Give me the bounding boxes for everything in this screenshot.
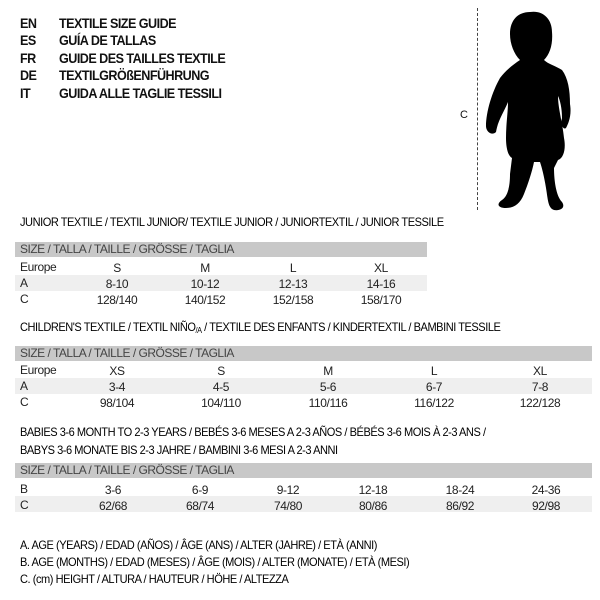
table-cell: 3-4: [108, 380, 126, 394]
row-band: [15, 378, 592, 394]
table-cell: 5-6: [319, 380, 337, 394]
table-cell: M: [323, 364, 333, 378]
table-cell: XL: [533, 364, 547, 378]
table-cell: 128/140: [96, 293, 138, 307]
table-cell: S: [113, 261, 121, 275]
row-label: A: [20, 379, 28, 393]
child-silhouette-icon: [486, 11, 571, 211]
row-label: C: [20, 395, 29, 409]
size-header-bar: SIZE / TALLA / TAILLE / GRÖSSE / TAGLIA: [15, 346, 592, 361]
table-cell: 4-5: [212, 380, 230, 394]
table-title-line1: BABIES 3-6 MONTH TO 2-3 YEARS / BEBÉS 3-…: [20, 425, 486, 439]
table-cell: 80/86: [358, 499, 388, 513]
height-measure-label: C: [460, 109, 468, 121]
table-title: JUNIOR TEXTILE / TEXTIL JUNIOR/ TEXTILE …: [20, 215, 444, 229]
legend-item: C. (cm) HEIGHT / ALTURA / HAUTEUR / HÖHE…: [20, 572, 289, 586]
table-cell: 62/68: [98, 499, 128, 513]
table-cell: 98/104: [99, 396, 135, 410]
legend-item: B. AGE (MONTHS) / EDAD (MESES) / ÂGE (MO…: [20, 555, 410, 569]
table-cell: 122/128: [519, 396, 561, 410]
size-header-label: SIZE / TALLA / TAILLE / GRÖSSE / TAGLIA: [20, 463, 234, 477]
table-cell: 8-10: [105, 277, 129, 291]
lang-code: DE: [20, 67, 37, 83]
lang-code: IT: [20, 85, 31, 101]
row-label: C: [20, 498, 29, 512]
guide-title: TEXTILE SIZE GUIDE: [59, 15, 177, 31]
table-cell: 140/152: [184, 293, 226, 307]
table-cell: 12-18: [358, 483, 388, 497]
lang-code: ES: [20, 32, 36, 48]
table-cell: 152/158: [272, 293, 314, 307]
table-cell: 92/98: [531, 499, 561, 513]
table-cell: XS: [109, 364, 125, 378]
table-cell: 18-24: [445, 483, 475, 497]
table-cell: S: [217, 364, 225, 378]
lang-code: EN: [20, 15, 37, 31]
table-title-main: CHILDREN'S TEXTILE / TEXTIL NIÑO: [20, 320, 196, 334]
table-cell: 110/116: [308, 396, 348, 410]
size-header-label: SIZE / TALLA / TAILLE / GRÖSSE / TAGLIA: [20, 346, 234, 360]
table-cell: L: [289, 261, 297, 275]
size-header-label: SIZE / TALLA / TAILLE / GRÖSSE / TAGLIA: [20, 242, 234, 256]
lang-code: FR: [20, 50, 36, 66]
row-label: Europe: [20, 260, 57, 274]
guide-title: GUÍA DE TALLAS: [59, 32, 156, 48]
row-label: A: [20, 276, 28, 290]
table-cell: 7-8: [531, 380, 549, 394]
table-cell: 9-12: [276, 483, 300, 497]
table-cell: 74/80: [273, 499, 303, 513]
height-measure-line: [477, 8, 478, 210]
table-cell: 6-9: [191, 483, 209, 497]
row-band: [15, 275, 427, 291]
table-cell: 116/122: [414, 396, 454, 410]
guide-title: GUIDE DES TAILLES TEXTILE: [59, 50, 226, 66]
table-cell: M: [200, 261, 210, 275]
row-label: B: [20, 482, 28, 496]
table-cell: XL: [374, 261, 388, 275]
table-cell: L: [430, 364, 438, 378]
table-cell: 3-6: [104, 483, 122, 497]
row-label: Europe: [20, 363, 57, 377]
table-title-sub: /A: [195, 326, 202, 335]
row-band: [15, 496, 592, 512]
size-header-bar: SIZE / TALLA / TAILLE / GRÖSSE / TAGLIA: [15, 463, 592, 478]
table-title-line2: BABYS 3-6 MONATE BIS 2-3 JAHRE / BAMBINI…: [20, 443, 338, 457]
legend-item: A. AGE (YEARS) / EDAD (AÑOS) / ÂGE (ANS)…: [20, 538, 377, 552]
row-label: C: [20, 292, 29, 306]
table-cell: 14-16: [366, 277, 396, 291]
table-cell: 12-13: [278, 277, 308, 291]
table-cell: 24-36: [531, 483, 561, 497]
table-cell: 158/170: [360, 293, 402, 307]
table-cell: 86/92: [445, 499, 475, 513]
table-cell: 6-7: [425, 380, 443, 394]
size-header-bar: SIZE / TALLA / TAILLE / GRÖSSE / TAGLIA: [15, 242, 427, 257]
table-cell: 68/74: [185, 499, 215, 513]
table-cell: 10-12: [190, 277, 220, 291]
table-title: CHILDREN'S TEXTILE / TEXTIL NIÑO/A / TEX…: [20, 320, 501, 338]
guide-title: GUIDA ALLE TAGLIE TESSILI: [59, 85, 222, 101]
table-cell: 104/110: [201, 396, 241, 410]
table-title-rest: / TEXTILE DES ENFANTS / KINDERTEXTIL / B…: [201, 320, 501, 334]
guide-title: TEXTILGRÖßENFÜHRUNG: [59, 67, 210, 83]
